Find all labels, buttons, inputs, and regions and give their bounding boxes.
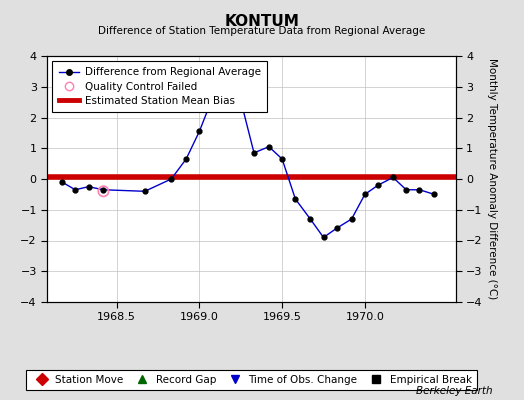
Legend: Station Move, Record Gap, Time of Obs. Change, Empirical Break: Station Move, Record Gap, Time of Obs. C… <box>26 370 477 390</box>
Text: Berkeley Earth: Berkeley Earth <box>416 386 493 396</box>
Y-axis label: Monthly Temperature Anomaly Difference (°C): Monthly Temperature Anomaly Difference (… <box>487 58 497 300</box>
Text: Difference of Station Temperature Data from Regional Average: Difference of Station Temperature Data f… <box>99 26 425 36</box>
Text: KONTUM: KONTUM <box>225 14 299 29</box>
Point <box>99 188 107 194</box>
